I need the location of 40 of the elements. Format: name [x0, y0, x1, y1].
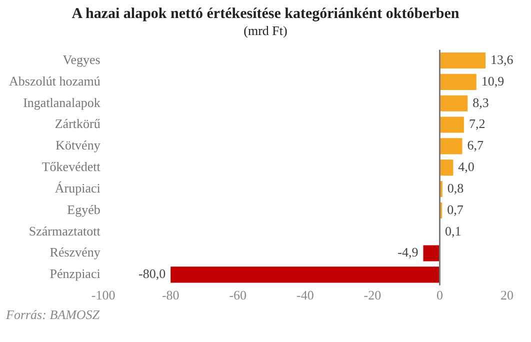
data-label: 0,7	[447, 202, 464, 217]
bar	[440, 138, 462, 154]
bar	[440, 74, 476, 90]
y-tick-label: Pénzpiaci	[50, 266, 101, 282]
y-tick-label: Származtatott	[28, 223, 101, 238]
x-tick-label: -80	[162, 288, 180, 303]
bar	[440, 52, 486, 69]
y-tick-label: Tőkevédett	[42, 159, 101, 174]
x-tick-label: -60	[229, 288, 247, 303]
bar	[423, 245, 440, 262]
chart-subtitle: (mrd Ft)	[242, 23, 288, 39]
y-tick-label: Vegyes	[62, 52, 100, 67]
text: Forrás: BAMOSZ	[6, 307, 101, 323]
data-label: 10,9	[481, 73, 504, 88]
x-tick-label: -20	[364, 288, 382, 303]
data-label: 8,3	[472, 94, 489, 110]
x-tick-label: 0	[436, 288, 443, 303]
bar	[440, 95, 468, 112]
data-label: 7,2	[468, 116, 486, 132]
y-tick-label: Árupiaci	[54, 180, 101, 196]
x-tick-label: -100	[91, 288, 116, 303]
data-label: 13,6	[490, 52, 514, 67]
x-tick-label: -40	[296, 288, 314, 303]
data-label: -80,0	[138, 266, 166, 282]
data-label: 4,0	[458, 159, 474, 174]
y-tick-label: Részvény	[50, 244, 101, 260]
data-label: 0,8	[447, 180, 464, 196]
y-tick-label: Abszolút hozamú	[9, 73, 101, 88]
data-label: -4,9	[398, 244, 418, 260]
bar	[440, 116, 464, 133]
chart-title: A hazai alapok nettó értékesítése kategóriánként októberben	[70, 6, 460, 23]
y-tick-label: Egyéb	[67, 202, 100, 217]
bar	[440, 160, 454, 176]
data-label: 6,7	[467, 138, 484, 153]
x-tick-label: 20	[500, 288, 514, 303]
data-label: 0,1	[445, 223, 462, 238]
y-tick-label: Kötvény	[56, 138, 101, 153]
y-tick-label: Zártkörű	[54, 116, 101, 132]
bar	[170, 266, 440, 283]
y-tick-label: Ingatlanalapok	[23, 94, 101, 110]
